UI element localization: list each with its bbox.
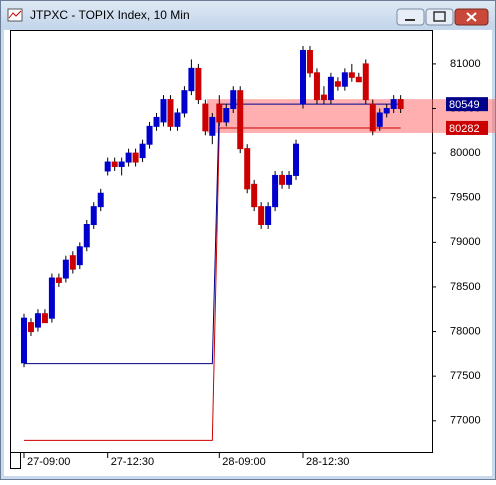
y-tick-label: 78500: [450, 281, 481, 293]
candle-body: [97, 192, 104, 208]
candle-body: [146, 125, 153, 145]
candle-body: [48, 277, 55, 319]
candle-body: [237, 90, 244, 150]
plot-frame: [10, 30, 433, 453]
candle-body: [132, 152, 139, 163]
candle-body: [397, 99, 404, 110]
x-tick-label: 27-12:30: [111, 456, 154, 468]
candle-body: [41, 313, 48, 324]
y-tick-label: 77000: [450, 415, 481, 427]
candle-body: [244, 148, 251, 190]
candle-body: [265, 206, 272, 225]
y-tick-label: 78000: [450, 325, 481, 337]
level-line: [24, 127, 401, 441]
candle-body: [62, 259, 69, 279]
candle-body: [118, 161, 125, 168]
maximize-icon: [433, 11, 446, 22]
price-label: 80549: [449, 99, 480, 111]
maximize-button[interactable]: [425, 8, 454, 26]
x-tick-label: 27-09:00: [27, 456, 70, 468]
candle-body: [153, 116, 160, 127]
price-label-box: [446, 120, 488, 135]
close-icon: [466, 12, 477, 22]
candle-body: [21, 317, 27, 364]
candle-body: [195, 67, 202, 101]
candle-body: [334, 81, 341, 87]
candle-body: [83, 223, 90, 248]
candle-body: [188, 67, 195, 92]
candle-body: [125, 152, 132, 163]
candle-body: [376, 112, 383, 127]
candle-body: [313, 72, 320, 101]
price-label-box: [446, 97, 488, 112]
candle-body: [383, 108, 390, 114]
candle-body: [27, 322, 34, 333]
price-label: 80282: [449, 123, 480, 135]
x-tick-label: 28-12:30: [306, 456, 349, 468]
candle-body: [90, 206, 97, 225]
app-icon-line: [8, 10, 22, 19]
y-tick-label: 80000: [450, 147, 481, 159]
candle-body: [202, 103, 209, 132]
candle-body: [174, 112, 181, 127]
candle-body: [355, 76, 362, 83]
candle-body: [160, 99, 167, 123]
y-tick-label: 79000: [450, 236, 481, 248]
candle-body: [300, 50, 306, 105]
level-line: [24, 103, 401, 365]
candle-body: [167, 99, 174, 127]
candle-body: [230, 90, 237, 110]
candle-body: [55, 277, 62, 283]
candle-body: [223, 108, 230, 123]
candle-body: [111, 161, 118, 168]
minimize-button[interactable]: [396, 8, 425, 26]
candle-body: [286, 174, 293, 185]
candle-body: [327, 76, 334, 101]
candle-body: [216, 103, 223, 123]
candle-body: [258, 206, 265, 225]
candle-body: [69, 255, 76, 270]
candle-body: [209, 116, 216, 136]
candle-body: [279, 174, 286, 185]
y-tick-label: 77500: [450, 370, 481, 382]
candle-body: [251, 183, 258, 208]
x-tick-label: 28-09:00: [222, 456, 265, 468]
candle-body: [320, 94, 327, 101]
candle-body: [390, 99, 397, 110]
y-tick-label: 79500: [450, 192, 481, 204]
window-title: JTPXC - TOPIX Index, 10 Min: [30, 8, 190, 22]
candle-body: [76, 246, 83, 266]
candle-body: [341, 72, 348, 87]
candle-body: [293, 143, 300, 176]
candle-body: [34, 313, 41, 328]
scroll-box[interactable]: [10, 452, 21, 469]
y-tick-label: 81000: [450, 58, 481, 70]
candle-body: [104, 161, 111, 172]
candle-body: [369, 103, 376, 132]
candle-body: [362, 63, 369, 101]
candle-body: [139, 143, 146, 159]
candle-body: [306, 50, 313, 74]
candle-body: [348, 72, 355, 78]
candle-body: [272, 174, 279, 208]
candle-body: [181, 90, 188, 114]
